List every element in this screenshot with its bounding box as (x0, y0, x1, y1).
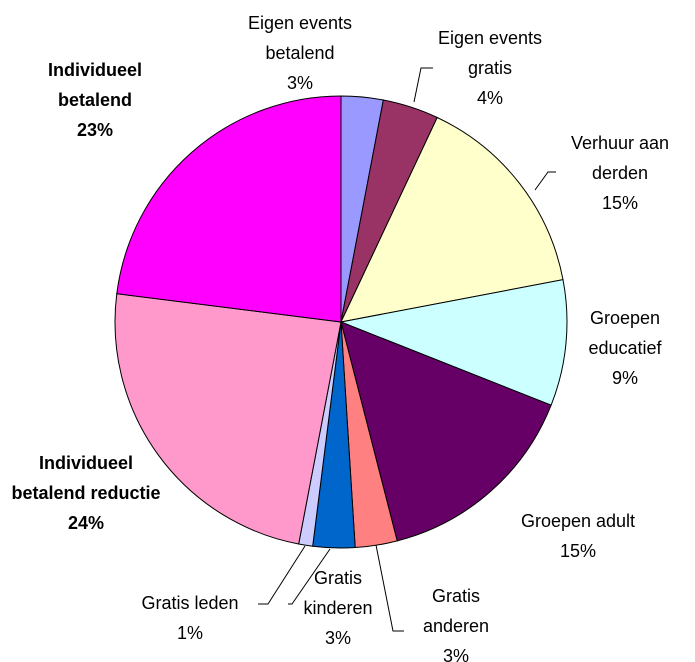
pie-slice (340, 321, 552, 542)
category-label: Individueel betalend (47, 60, 143, 110)
category-label: Groepen educatief (588, 308, 662, 358)
value-label: 23% (76, 120, 114, 140)
category-label: Gratis anderen (422, 586, 490, 636)
value-label: 9% (611, 368, 638, 388)
category-label: Gratis leden (141, 593, 239, 613)
slice-label: Groepen adult 15% (493, 506, 663, 566)
value-label: 1% (176, 623, 203, 643)
slice-label: Individueel betalend 23% (30, 55, 160, 145)
leader-line (375, 544, 404, 632)
pie-slice (340, 116, 564, 323)
value-label: 24% (67, 513, 105, 533)
leader-line (413, 67, 433, 103)
slice-label: Verhuur aan derden 15% (550, 128, 690, 218)
category-label: Groepen adult (520, 511, 636, 531)
category-label: Verhuur aan derden (570, 133, 670, 183)
pie-slice (114, 293, 342, 545)
slice-label: Individueel betalend reductie 24% (11, 448, 161, 538)
value-label: 15% (559, 541, 597, 561)
category-label: Eigen events betalend (247, 13, 353, 63)
category-label: Gratis kinderen (303, 568, 373, 618)
value-label: 15% (601, 193, 639, 213)
slice-label: Eigen events betalend 3% (235, 8, 365, 98)
value-label: 3% (442, 646, 469, 662)
slice-label: Groepen educatief 9% (565, 303, 685, 393)
value-label: 4% (476, 88, 503, 108)
slice-label: Gratis anderen 3% (406, 581, 506, 662)
category-label: Individueel betalend reductie (11, 453, 161, 503)
slice-label: Eigen events gratis 4% (425, 23, 555, 113)
leader-line (288, 548, 331, 605)
slice-label: Gratis leden 1% (130, 588, 250, 648)
leader-line (258, 545, 306, 605)
pie-slice (339, 279, 568, 406)
pie-slice (116, 95, 342, 323)
slice-label: Gratis kinderen 3% (288, 563, 388, 653)
category-label: Eigen events gratis (437, 28, 543, 78)
leader-line (534, 171, 556, 191)
value-label: 3% (324, 628, 351, 648)
value-label: 3% (286, 73, 313, 93)
